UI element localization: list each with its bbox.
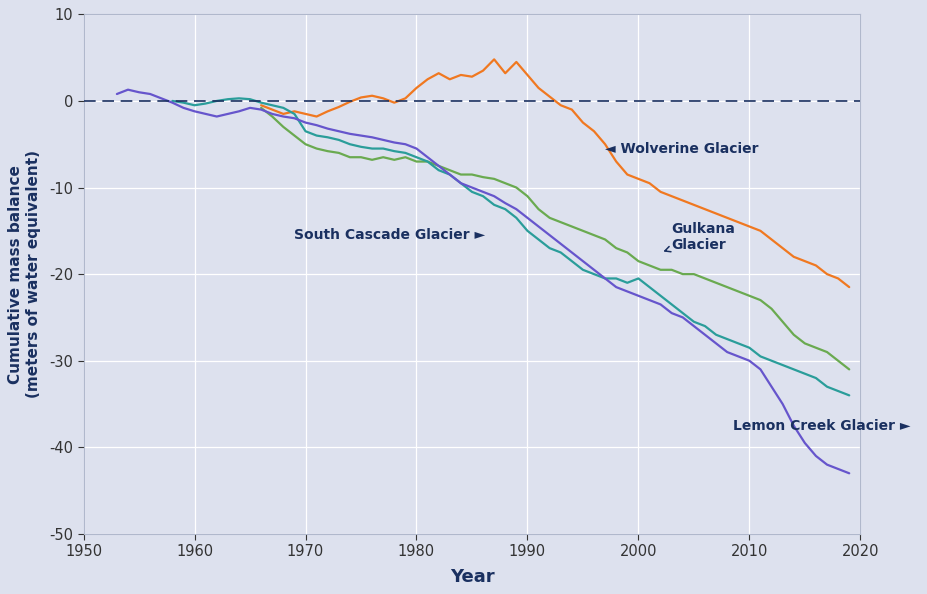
Text: ◄ Wolverine Glacier: ◄ Wolverine Glacier [604, 141, 757, 156]
Text: Lemon Creek Glacier ►: Lemon Creek Glacier ► [732, 419, 909, 432]
X-axis label: Year: Year [450, 568, 494, 586]
Text: Gulkana
Glacier: Gulkana Glacier [664, 222, 735, 252]
Text: South Cascade Glacier ►: South Cascade Glacier ► [294, 228, 485, 242]
Y-axis label: Cumulative mass balance
(meters of water equivalent): Cumulative mass balance (meters of water… [8, 150, 41, 398]
